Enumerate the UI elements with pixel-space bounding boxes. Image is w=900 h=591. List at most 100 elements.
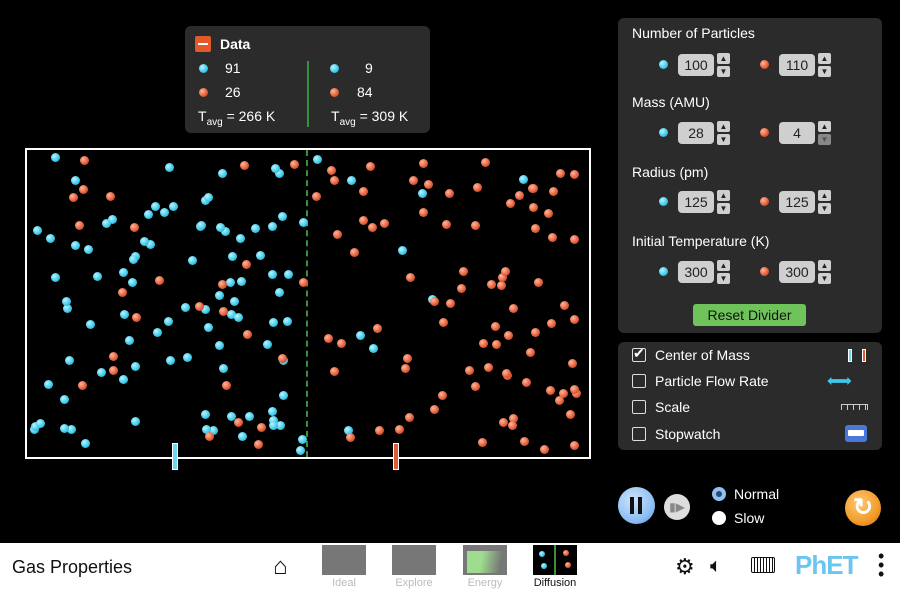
- blue-particle: [209, 425, 219, 435]
- spinner-value[interactable]: 300: [678, 261, 714, 283]
- blue-particle: [201, 425, 211, 435]
- blue-particle: [343, 426, 353, 436]
- spinner-value[interactable]: 100: [678, 54, 714, 76]
- reset-all-button[interactable]: ↻: [845, 490, 881, 526]
- blue-particle: [228, 251, 238, 261]
- menu-dots-icon[interactable]: • • •: [878, 546, 885, 584]
- red-particle: [520, 436, 530, 446]
- red-particle-icon: [330, 88, 339, 97]
- red-particle: [456, 283, 466, 293]
- red-particle: [471, 221, 481, 231]
- red-particle: [358, 215, 368, 225]
- decrement-button[interactable]: ▼: [717, 66, 730, 77]
- increment-button[interactable]: ▲: [717, 190, 730, 201]
- blue-particle: [203, 323, 213, 333]
- tab-ideal-label[interactable]: Ideal: [332, 577, 356, 589]
- tab-energy[interactable]: [463, 545, 507, 575]
- blue-particle: [283, 270, 293, 280]
- speed-normal-radio[interactable]: [712, 487, 726, 501]
- speed-slow-radio[interactable]: [712, 511, 726, 525]
- center-of-mass-checkbox[interactable]: ✔: [632, 345, 646, 362]
- keyboard-icon[interactable]: [751, 557, 775, 573]
- mass-blue-spinner[interactable]: 28 ▲ ▼: [678, 121, 730, 145]
- red-particle: [408, 176, 418, 186]
- red-particle: [129, 222, 139, 232]
- tab-explore-label[interactable]: Explore: [395, 577, 433, 589]
- blue-particle: [201, 305, 211, 315]
- initial-temperature-blue-spinner[interactable]: 300 ▲ ▼: [678, 260, 730, 284]
- tab-diffusion-label[interactable]: Diffusion: [533, 577, 577, 589]
- stopwatch-checkbox[interactable]: [632, 427, 646, 441]
- center-of-mass-icon: [848, 349, 852, 362]
- red-particle: [345, 432, 355, 442]
- reset-divider-button[interactable]: Reset Divider: [693, 304, 806, 326]
- red-particle: [501, 267, 511, 277]
- radius-red-spinner[interactable]: 125 ▲ ▼: [779, 190, 831, 214]
- blue-particle: [283, 317, 293, 327]
- blue-particle: [119, 309, 129, 319]
- increment-button[interactable]: ▲: [818, 260, 831, 271]
- sound-icon[interactable]: 🔈︎: [710, 555, 722, 577]
- number-of-particles-blue-spinner[interactable]: 100 ▲ ▼: [678, 53, 730, 77]
- phet-logo[interactable]: PhET: [795, 550, 858, 580]
- blue-particle-icon: [199, 64, 208, 73]
- decrement-button[interactable]: ▼: [717, 273, 730, 284]
- step-forward-button[interactable]: ▮▶: [664, 494, 690, 520]
- num-particles-label: Number of Particles: [632, 25, 755, 41]
- red-particle: [290, 160, 300, 170]
- blue-particle: [131, 361, 141, 371]
- tab-ideal[interactable]: [322, 545, 366, 575]
- decrement-button[interactable]: ▼: [717, 203, 730, 214]
- data-panel-title: Data: [220, 36, 251, 52]
- increment-button[interactable]: ▲: [717, 260, 730, 271]
- decrement-button[interactable]: ▼: [818, 203, 831, 214]
- spinner-value[interactable]: 28: [678, 122, 714, 144]
- blue-particle: [268, 222, 278, 232]
- increment-button[interactable]: ▲: [818, 53, 831, 64]
- blue-particle-icon: [659, 60, 668, 69]
- increment-button[interactable]: ▲: [717, 121, 730, 132]
- collapse-button[interactable]: [195, 36, 211, 52]
- scale-checkbox[interactable]: [632, 400, 646, 414]
- settings-gear-icon[interactable]: ⚙: [675, 554, 695, 579]
- blue-particle: [218, 168, 228, 178]
- spinner-value[interactable]: 125: [779, 191, 815, 213]
- initial-temperature-red-spinner[interactable]: 300 ▲ ▼: [779, 260, 831, 284]
- tab-explore[interactable]: [392, 545, 436, 575]
- increment-button[interactable]: ▲: [818, 190, 831, 201]
- blue-particle: [139, 236, 149, 246]
- increment-button[interactable]: ▲: [717, 53, 730, 64]
- radius-blue-spinner[interactable]: 125 ▲ ▼: [678, 190, 730, 214]
- decrement-button[interactable]: ▼: [818, 273, 831, 284]
- blue-particle: [244, 411, 254, 421]
- decrement-button[interactable]: ▼: [818, 134, 831, 145]
- tab-diffusion[interactable]: [533, 545, 577, 575]
- blue-particle: [355, 330, 365, 340]
- stopwatch-label: Stopwatch: [655, 426, 721, 442]
- blue-particle: [235, 234, 245, 244]
- spinner-value[interactable]: 300: [779, 261, 815, 283]
- spinner-value[interactable]: 4: [779, 122, 815, 144]
- blue-particle: [71, 240, 81, 250]
- spinner-value[interactable]: 125: [678, 191, 714, 213]
- number-of-particles-red-spinner[interactable]: 110 ▲ ▼: [779, 53, 831, 77]
- left-red-count: 26: [225, 84, 241, 100]
- blue-particle: [271, 163, 281, 173]
- blue-particle: [188, 256, 198, 266]
- decrement-button[interactable]: ▼: [818, 66, 831, 77]
- tab-energy-label[interactable]: Energy: [467, 577, 503, 589]
- red-particle-icon: [760, 267, 769, 276]
- red-particle: [490, 321, 500, 331]
- spinner-value[interactable]: 110: [779, 54, 815, 76]
- play-pause-button[interactable]: [618, 487, 655, 524]
- mass-red-spinner[interactable]: 4 ▲ ▼: [779, 121, 831, 145]
- home-icon[interactable]: ⌂: [273, 553, 288, 580]
- blue-particle: [86, 319, 96, 329]
- blue-particle: [45, 233, 55, 243]
- settings-panel: Number of Particles Mass (AMU) Radius (p…: [618, 18, 882, 333]
- red-particle: [504, 330, 514, 340]
- increment-button[interactable]: ▲: [818, 121, 831, 132]
- decrement-button[interactable]: ▼: [717, 134, 730, 145]
- particle-flow-rate-checkbox[interactable]: [632, 374, 646, 388]
- red-particle: [405, 273, 415, 283]
